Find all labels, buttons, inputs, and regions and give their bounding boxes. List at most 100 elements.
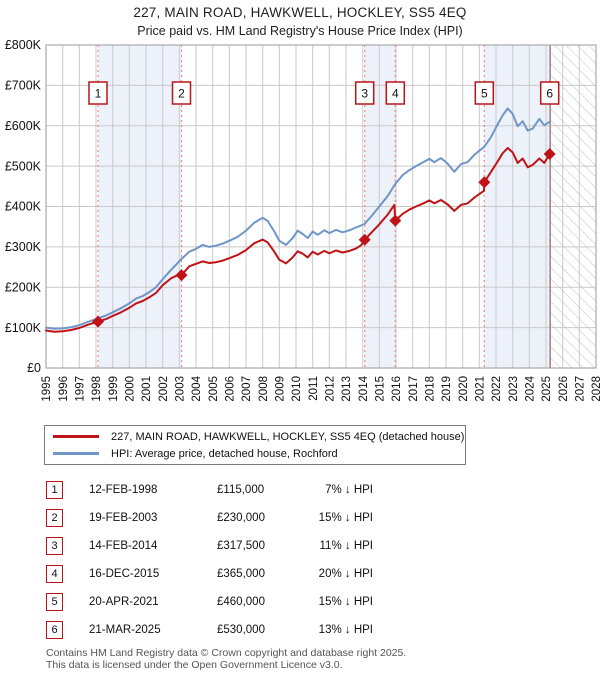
sale-number-box <box>385 81 406 105</box>
x-tick-label: 2021 <box>475 376 487 402</box>
hpi-line-swatch <box>53 452 99 455</box>
sale-price: £317,500 <box>217 540 265 552</box>
sale-number-badge: 6 <box>46 621 63 639</box>
hpi-line-label: HPI: Average price, detached house, Roch… <box>111 447 338 460</box>
sale-date: 21-MAR-2025 <box>89 624 161 636</box>
sale-point-markers <box>92 148 556 328</box>
sale-number-box <box>474 81 495 105</box>
x-tick-label: 2003 <box>175 376 187 402</box>
footer-line-2: This data is licensed under the Open Gov… <box>46 658 343 671</box>
x-tick-label: 2020 <box>458 376 470 402</box>
x-tick-label: 2025 <box>541 376 553 402</box>
sale-date: 19-FEB-2003 <box>89 512 158 524</box>
sale-row-3: 3 14-FEB-2014 £317,500 11% ↓ HPI <box>46 532 466 560</box>
sale-hpi-delta: 13% ↓ HPI <box>318 624 373 636</box>
sale-hpi-delta: 7% ↓ HPI <box>325 484 373 496</box>
sale-hpi-delta: 20% ↓ HPI <box>318 568 373 580</box>
series-lines <box>45 107 551 333</box>
sale-date: 14-FEB-2014 <box>89 540 158 552</box>
y-tick-label: £400K <box>5 200 42 214</box>
y-tick-label: £100K <box>5 321 42 335</box>
plot-frame <box>45 44 597 369</box>
sale-number-box-label: 3 <box>361 87 368 101</box>
sale-hpi-delta: 15% ↓ HPI <box>318 512 373 524</box>
sale-number-box <box>539 81 560 105</box>
x-tick-label: 1997 <box>75 376 87 402</box>
y-axis-labels: £0 £100K £200K £300K £400K £500K £600K £700K £80… <box>5 38 42 375</box>
sale-diamond-marker <box>543 148 556 160</box>
y-tick-label: £600K <box>5 119 42 133</box>
sale-diamond-marker <box>478 176 491 189</box>
x-tick-label: 2001 <box>141 376 153 402</box>
x-tick-label: 2022 <box>491 376 503 402</box>
x-tick-label: 1998 <box>91 376 103 402</box>
sale-number-badge: 3 <box>46 537 63 555</box>
x-tick-label: 2010 <box>291 376 303 402</box>
x-tick-label: 2017 <box>408 376 420 402</box>
sale-number-box-label: 1 <box>95 87 102 101</box>
x-tick-label: 1996 <box>58 376 70 402</box>
plot-border <box>45 44 597 369</box>
sale-price: £460,000 <box>217 596 265 608</box>
x-tick-label: 2016 <box>391 376 403 402</box>
x-tick-label: 2024 <box>525 375 537 401</box>
sale-price: £230,000 <box>217 512 265 524</box>
y-tick-label: £500K <box>5 159 42 173</box>
x-tick-label: 2011 <box>308 376 320 401</box>
sale-hpi-delta: 15% ↓ HPI <box>318 596 373 608</box>
sale-number-box-label: 2 <box>178 87 185 101</box>
sale-row-4: 4 16-DEC-2015 £365,000 20% ↓ HPI <box>46 560 466 588</box>
sale-price: £365,000 <box>217 568 265 580</box>
license-footer: Contains HM Land Registry data © Crown c… <box>46 647 586 671</box>
x-tick-label: 2026 <box>558 376 570 402</box>
sales-table: 1 12-FEB-1998 £115,000 7% ↓ HPI 2 19-FEB… <box>46 476 466 644</box>
sale-hpi-delta: 11% ↓ HPI <box>319 540 373 552</box>
footer-line-1: Contains HM Land Registry data © Crown c… <box>46 647 407 659</box>
sale-number-box-label: 4 <box>392 87 399 101</box>
sale-row-1: 1 12-FEB-1998 £115,000 7% ↓ HPI <box>46 476 466 504</box>
sale-price: £115,000 <box>217 484 265 496</box>
sale-number-badge: 2 <box>46 509 63 527</box>
x-tick-label: 2006 <box>225 376 237 402</box>
chart-legend: 227, MAIN ROAD, HAWKWELL, HOCKLEY, SS5 4… <box>44 425 466 465</box>
sale-number-boxes: 1 2 3 4 5 6 <box>88 81 560 105</box>
x-tick-label: 2027 <box>575 376 587 402</box>
sale-number-badge: 5 <box>46 593 63 611</box>
x-tick-label: 2004 <box>191 375 203 401</box>
x-tick-label: 2013 <box>341 376 353 402</box>
y-tick-label: £300K <box>5 240 42 254</box>
x-tick-label: 2019 <box>441 376 453 402</box>
sale-date: 20-APR-2021 <box>89 596 159 608</box>
sale-diamond-marker <box>389 214 402 227</box>
x-tick-label: 2012 <box>325 376 337 402</box>
hpi-average-line <box>45 107 551 330</box>
y-tick-label: £200K <box>5 280 42 294</box>
sale-row-6: 6 21-MAR-2025 £530,000 13% ↓ HPI <box>46 616 466 644</box>
y-tick-label: £0 <box>27 361 41 375</box>
x-tick-label: 2008 <box>258 376 270 402</box>
sale-number-box <box>171 81 192 105</box>
sale-diamond-marker <box>358 233 371 246</box>
x-tick-label: 2002 <box>158 376 170 402</box>
sale-number-badge: 4 <box>46 565 63 583</box>
x-tick-label: 2018 <box>425 376 437 402</box>
x-tick-label: 1995 <box>41 376 53 402</box>
x-tick-label: 2014 <box>358 375 370 401</box>
page-subtitle: Price paid vs. HM Land Registry's House … <box>137 24 463 38</box>
legend-row-hpi: HPI: Average price, detached house, Roch… <box>45 447 465 461</box>
sale-number-box-label: 6 <box>546 87 553 101</box>
sale-number-box <box>354 81 375 105</box>
sale-number-box-label: 5 <box>481 87 488 101</box>
x-axis-labels: 1995 1996 1997 1998 1999 2000 2001 2002 2003 2004… <box>41 375 600 401</box>
x-tick-label: 2000 <box>125 376 137 402</box>
y-tick-label: £800K <box>5 38 42 52</box>
price-line-label: 227, MAIN ROAD, HAWKWELL, HOCKLEY, SS5 4… <box>111 430 465 443</box>
x-tick-label: 2007 <box>241 376 253 402</box>
legend-row-price: 227, MAIN ROAD, HAWKWELL, HOCKLEY, SS5 4… <box>45 430 465 444</box>
price-paid-line <box>45 147 551 333</box>
sale-date: 16-DEC-2015 <box>89 568 160 580</box>
sale-date: 12-FEB-1998 <box>89 484 158 496</box>
x-tick-label: 1999 <box>108 376 120 402</box>
sale-row-5: 5 20-APR-2021 £460,000 15% ↓ HPI <box>46 588 466 616</box>
